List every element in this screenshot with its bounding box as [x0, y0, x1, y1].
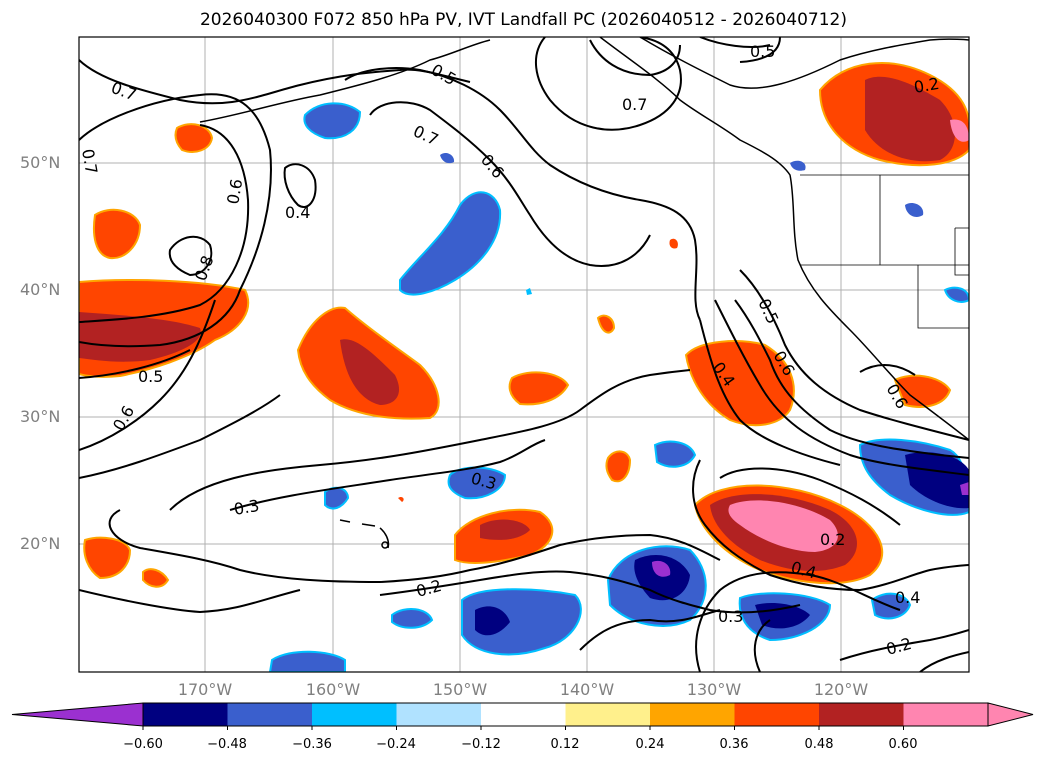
- colorbar-tick-label: −0.60: [123, 737, 163, 752]
- colorbar-tick-label: 0.24: [635, 737, 665, 752]
- lon-label: 130°W: [686, 680, 742, 699]
- contour-label: 0.4: [285, 203, 310, 222]
- contour-label: 0.7: [622, 95, 647, 114]
- lon-label: 150°W: [432, 680, 488, 699]
- negative-anomalies: [268, 102, 969, 672]
- colorbar-tick-label: 0.48: [804, 737, 834, 752]
- colorbar-tick-label: −0.12: [461, 737, 501, 752]
- map-frame-content: 0.5 0.7 0.5 0.7 0.7 0.6 0.7 0.6 0.4 0.8 …: [78, 37, 969, 672]
- colorbar-segment: [227, 703, 313, 726]
- colorbar-tick-label: 0.36: [719, 737, 749, 752]
- colorbar-segment: [565, 703, 651, 726]
- colorbar-tick-label: −0.36: [292, 737, 332, 752]
- colorbar-segment: [734, 703, 820, 726]
- colorbar-tick-label: 0.12: [550, 737, 580, 752]
- colorbar-tick-label: −0.24: [376, 737, 416, 752]
- colorbar-segment: [312, 703, 397, 726]
- contour-label: 0.2: [912, 74, 940, 97]
- contour-label: 0.7: [78, 147, 101, 175]
- colorbar-segment: [143, 703, 228, 726]
- map-border: [78, 36, 970, 673]
- contour-label: 0.3: [232, 496, 260, 519]
- map-title: 2026040300 F072 850 hPa PV, IVT Landfall…: [199, 10, 847, 30]
- lat-label: 50°N: [20, 153, 61, 172]
- contour-label: 0.3: [718, 607, 743, 626]
- contour-label: 0.5: [750, 42, 775, 61]
- lon-label: 140°W: [559, 680, 615, 699]
- colorbar-segment: [396, 703, 482, 726]
- colorbar-segment: [903, 703, 989, 726]
- colorbar-tick-label: −0.48: [207, 737, 247, 752]
- borders: [800, 174, 969, 329]
- lon-label: 160°W: [305, 680, 361, 699]
- contour-label: 0.5: [138, 367, 163, 386]
- lat-label: 20°N: [20, 534, 61, 553]
- lat-label: 30°N: [20, 407, 61, 426]
- colorbar-segment: [481, 703, 566, 726]
- lon-label: 170°W: [177, 680, 233, 699]
- lon-label: 120°W: [813, 680, 869, 699]
- contour-label: 0.2: [820, 530, 845, 549]
- colorbar-extend-max: [987, 702, 1034, 727]
- pv-contours: [79, 37, 969, 672]
- colorbar-extend-min: [11, 702, 144, 727]
- colorbar-segment: [650, 703, 735, 726]
- colorbar: [11, 702, 1034, 730]
- contour-label: 0.6: [223, 177, 246, 205]
- lat-label: 40°N: [20, 280, 61, 299]
- colorbar-segment: [819, 703, 904, 726]
- colorbar-tick-label: 0.60: [888, 737, 918, 752]
- contour-label: 0.4: [895, 588, 920, 607]
